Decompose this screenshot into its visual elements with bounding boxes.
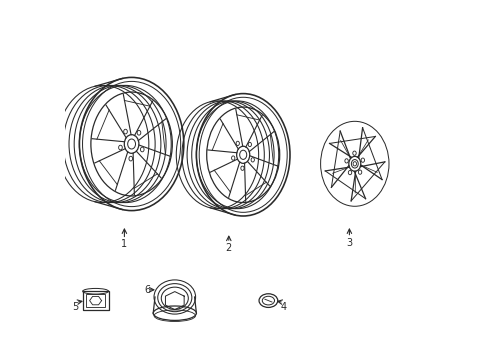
Text: 6: 6 — [145, 285, 151, 295]
Bar — [86, 294, 105, 307]
Text: 2: 2 — [226, 243, 232, 253]
Text: 5: 5 — [73, 302, 79, 312]
Text: 1: 1 — [122, 239, 127, 249]
Text: 3: 3 — [346, 238, 352, 248]
Text: 4: 4 — [281, 302, 287, 312]
Bar — [83, 291, 109, 310]
